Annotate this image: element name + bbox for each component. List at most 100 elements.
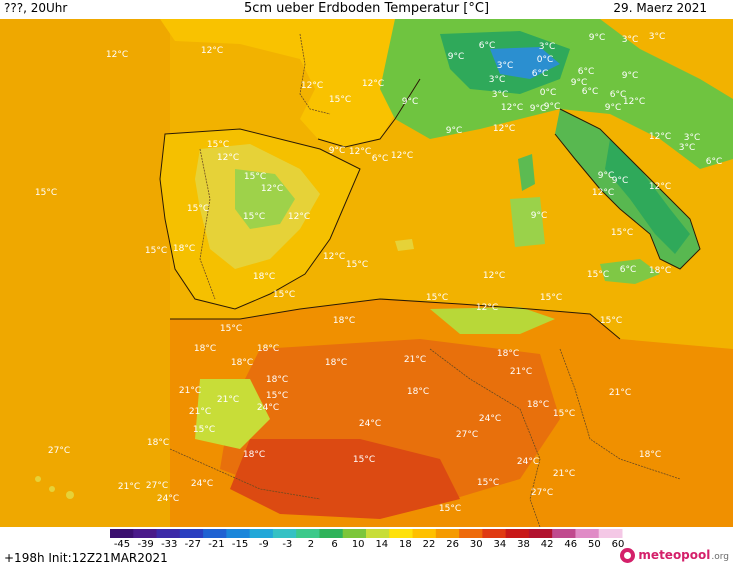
forecast-time: ???, 20Uhr xyxy=(4,1,68,15)
temperature-label: 12°C xyxy=(476,303,498,313)
temperature-label: 18°C xyxy=(243,450,265,460)
temperature-label: 12°C xyxy=(261,184,283,194)
temperature-label: 12°C xyxy=(623,97,645,107)
temperature-label: 6°C xyxy=(578,67,595,77)
legend-swatch xyxy=(110,529,134,538)
temperature-label: 15°C xyxy=(266,391,288,401)
legend-tick-label: 50 xyxy=(588,539,601,549)
temperature-label: 24°C xyxy=(191,479,213,489)
temperature-label: 18°C xyxy=(407,387,429,397)
temperature-label: 18°C xyxy=(147,438,169,448)
temperature-label: 15°C xyxy=(587,270,609,280)
temperature-label: 9°C xyxy=(622,71,639,81)
temperature-label: 6°C xyxy=(610,90,627,100)
temperature-label: 18°C xyxy=(325,358,347,368)
temperature-label: 24°C xyxy=(359,419,381,429)
temperature-label: 15°C xyxy=(329,95,351,105)
temperature-label: 15°C xyxy=(611,228,633,238)
atlantic-region xyxy=(0,19,170,527)
legend-swatch xyxy=(459,529,483,538)
temperature-label: 15°C xyxy=(477,478,499,488)
temperature-label: 12°C xyxy=(217,153,239,163)
legend-swatch xyxy=(226,529,251,538)
temperature-label: 18°C xyxy=(257,344,279,354)
temperature-label: 6°C xyxy=(372,154,389,164)
temperature-label: 21°C xyxy=(217,395,239,405)
legend-swatch xyxy=(203,529,227,538)
meteopool-logo[interactable]: meteopool .org xyxy=(620,545,729,565)
temperature-label: 12°C xyxy=(493,124,515,134)
logo-name: meteopool xyxy=(638,548,711,562)
africa-coastline xyxy=(170,298,621,340)
temperature-label: 9°C xyxy=(446,126,463,136)
temperature-label: 18°C xyxy=(497,349,519,359)
temperature-label: 12°C xyxy=(201,46,223,56)
temperature-map: 12°C 12°C12°C 12°C15°C 9°C9°C6°C 3°C9°C 3°C0°… xyxy=(0,19,733,527)
temperature-label: 24°C xyxy=(157,494,179,504)
legend-swatch xyxy=(249,529,274,538)
temperature-label: 15°C xyxy=(207,140,229,150)
temperature-label: 15°C xyxy=(426,293,448,303)
temperature-label: 9°C xyxy=(329,146,346,156)
temperature-label: 21°C xyxy=(189,407,211,417)
temperature-label: 24°C xyxy=(517,457,539,467)
sahara-hot-zone xyxy=(230,439,460,519)
legend-tick-label: 18 xyxy=(399,539,412,549)
temperature-label: 6°C xyxy=(706,157,723,167)
sardinia xyxy=(510,197,545,247)
legend-tick-label: 34 xyxy=(494,539,507,549)
alps-freezing-core xyxy=(490,47,560,79)
legend-tick-label: -33 xyxy=(161,539,177,549)
legend-swatch xyxy=(598,529,623,538)
canary-island xyxy=(35,476,41,482)
temperature-label: 15°C xyxy=(353,455,375,465)
temperature-label: 3°C xyxy=(539,42,556,52)
temperature-label: 21°C xyxy=(510,367,532,377)
temperature-label: 3°C xyxy=(492,90,509,100)
legend-swatch xyxy=(482,529,507,538)
legend-swatch xyxy=(156,529,181,538)
legend-tick-label: 42 xyxy=(541,539,554,549)
temperature-label: 9°C xyxy=(598,171,615,181)
temperature-label: 6°C xyxy=(620,265,637,275)
temperature-label: 15°C xyxy=(187,204,209,214)
legend-tick-label: 14 xyxy=(375,539,388,549)
temperature-label: 27°C xyxy=(48,446,70,456)
temperature-label: 12°C xyxy=(501,103,523,113)
temperature-label: 18°C xyxy=(333,316,355,326)
temperature-label: 15°C xyxy=(193,425,215,435)
temperature-label: 3°C xyxy=(679,143,696,153)
sicily xyxy=(600,259,660,284)
legend-swatch xyxy=(342,529,367,538)
temperature-label: 0°C xyxy=(537,55,554,65)
temperature-label: 12°C xyxy=(649,182,671,192)
balearic-islands xyxy=(395,239,414,251)
france-coastline xyxy=(317,78,421,148)
border-line xyxy=(199,148,216,300)
legend-swatch xyxy=(412,529,437,538)
temperature-labels: 12°C 12°C12°C 12°C15°C 9°C9°C6°C 3°C9°C 3°C0°… xyxy=(35,32,722,514)
temperature-label: 15°C xyxy=(540,293,562,303)
border-line xyxy=(299,33,331,115)
border-line xyxy=(559,348,681,480)
temperature-label: 9°C xyxy=(612,176,629,186)
border-line xyxy=(169,448,321,500)
italy-apennines xyxy=(605,139,690,254)
footer-bar: -45 -39 -33 -27 -21 -15 -9 -3 2 6 10 14 18 22 26 30 34 38… xyxy=(0,527,733,566)
temperature-label: 15°C xyxy=(244,172,266,182)
temperature-label: 15°C xyxy=(243,212,265,222)
temperature-label: 24°C xyxy=(479,414,501,424)
temperature-label: 3°C xyxy=(622,35,639,45)
legend-swatch xyxy=(272,529,297,538)
header-bar: ???, 20Uhr 5cm ueber Erdboden Temperatur… xyxy=(0,0,733,20)
legend-tick-label: 38 xyxy=(517,539,530,549)
temperature-label: 18°C xyxy=(266,375,288,385)
temperature-label: 12°C xyxy=(483,271,505,281)
temperature-label: 9°C xyxy=(402,97,419,107)
temperature-label: 24°C xyxy=(257,403,279,413)
temperature-label: 9°C xyxy=(589,33,606,43)
legend-tick-label: 26 xyxy=(446,539,459,549)
iberia-coastline xyxy=(159,128,361,310)
temperature-label: 15°C xyxy=(35,188,57,198)
legend-tick-label: -39 xyxy=(137,539,153,549)
